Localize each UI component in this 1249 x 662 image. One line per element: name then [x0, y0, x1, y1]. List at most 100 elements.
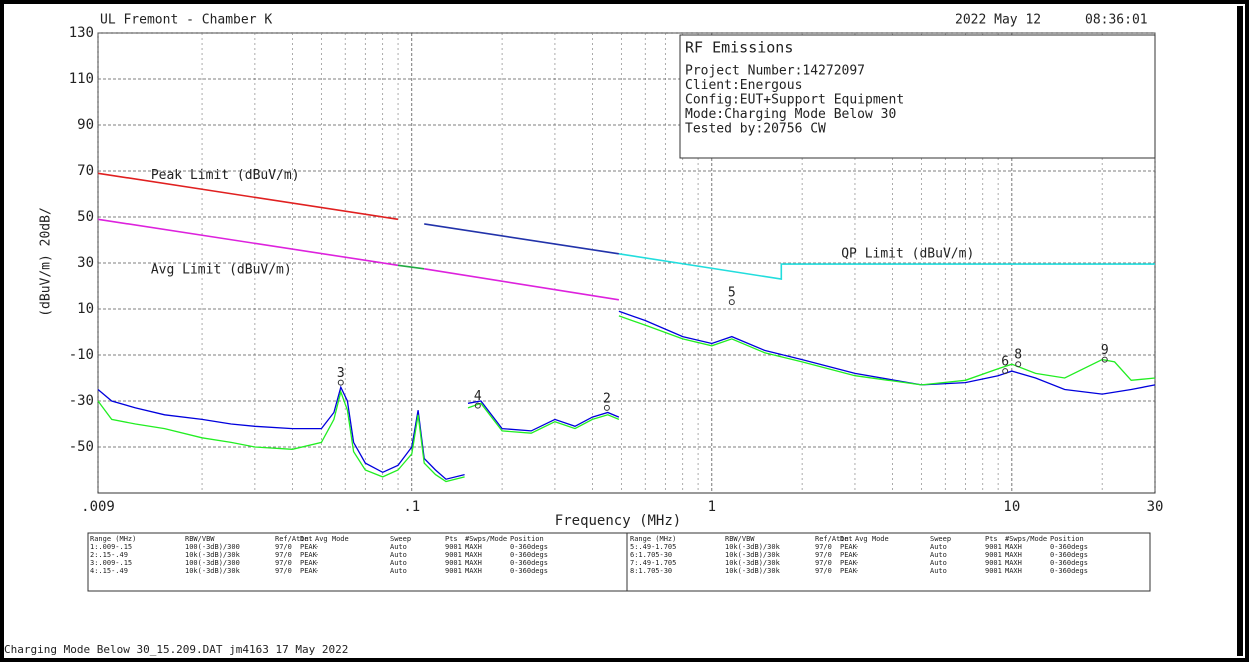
table-cell: Auto — [930, 567, 947, 575]
table-header: Sweep — [930, 535, 951, 543]
table-cell: - — [315, 543, 319, 551]
table-cell: 8:1.705-30 — [630, 567, 672, 575]
marker-label: 4 — [474, 389, 482, 404]
table-cell: Auto — [390, 543, 407, 551]
x-tick-label: 1 — [708, 499, 716, 515]
table-cell: 1:.009-.15 — [90, 543, 132, 551]
table-header: Ref/Attn — [815, 535, 849, 543]
table-header: Avg Mode — [315, 535, 349, 543]
table-cell: 9001 — [985, 567, 1002, 575]
info-line: Project Number:14272097 — [685, 64, 865, 79]
y-tick-label: 130 — [69, 25, 94, 41]
table-cell: Auto — [930, 559, 947, 567]
info-line: Mode:Charging Mode Below 30 — [685, 107, 896, 122]
table-cell: 9001 — [445, 543, 462, 551]
table-cell: 10k(-3dB)/30k — [725, 543, 781, 551]
marker-label: 2 — [603, 391, 611, 406]
table-cell: MAXH — [1005, 543, 1022, 551]
table-cell: PEAK — [840, 567, 858, 575]
table-cell: 10k(-3dB)/30k — [185, 551, 241, 559]
table-cell: 10k(-3dB)/30k — [725, 559, 781, 567]
table-cell: 97/0 — [815, 543, 832, 551]
info-title: RF Emissions — [685, 39, 793, 57]
table-header: Pts — [985, 535, 998, 543]
table-cell: 97/0 — [815, 567, 832, 575]
table-cell: 0-360degs — [510, 543, 548, 551]
table-cell: 97/0 — [275, 551, 292, 559]
table-cell: - — [315, 559, 319, 567]
table-cell: 10k(-3dB)/30k — [725, 567, 781, 575]
table-header: RBW/VBW — [725, 535, 755, 543]
table-header: Position — [510, 535, 544, 543]
table-cell: 5:.49-1.705 — [630, 543, 676, 551]
marker — [337, 379, 344, 386]
table-cell: - — [315, 551, 319, 559]
table-cell: - — [855, 559, 859, 567]
table-cell: PEAK — [300, 559, 318, 567]
table-cell: 10k(-3dB)/30k — [185, 567, 241, 575]
x-tick-label: .1 — [403, 499, 420, 515]
date: 2022 May 12 — [955, 13, 1041, 28]
table-header: RBW/VBW — [185, 535, 215, 543]
table-cell: MAXH — [1005, 551, 1022, 559]
table-header: Position — [1050, 535, 1084, 543]
table-cell: 10k(-3dB)/30k — [725, 551, 781, 559]
table-cell: Auto — [930, 551, 947, 559]
table-cell: 3:.009-.15 — [90, 559, 132, 567]
x-tick-label: 30 — [1147, 499, 1164, 515]
trace — [97, 172, 399, 221]
table-cell: 9001 — [445, 559, 462, 567]
table-cell: 0-360degs — [1050, 567, 1088, 575]
table-cell: 100(-3dB)/300 — [185, 559, 240, 567]
trace — [97, 315, 1156, 483]
time: 08:36:01 — [1085, 13, 1148, 28]
table-cell: Auto — [390, 567, 407, 575]
y-tick-label: -10 — [69, 347, 94, 363]
table-cell: - — [315, 567, 319, 575]
table-header: #Swps/Mode — [1005, 535, 1047, 543]
table-cell: MAXH — [1005, 567, 1022, 575]
trace — [397, 264, 425, 270]
table-cell: 0-360degs — [510, 567, 548, 575]
y-tick-label: 110 — [69, 71, 94, 87]
limit-label: Avg Limit (dBuV/m) — [151, 262, 292, 277]
marker — [1002, 368, 1009, 375]
table-cell: 9001 — [445, 567, 462, 575]
trace — [97, 218, 399, 267]
marker — [1015, 361, 1022, 368]
limit-label: QP Limit (dBuV/m) — [841, 246, 974, 261]
table-header: Range (MHz) — [90, 535, 136, 543]
marker-label: 8 — [1014, 348, 1022, 363]
table-cell: 2:.15-.49 — [90, 551, 128, 559]
table-cell: Auto — [930, 543, 947, 551]
trace — [618, 253, 1155, 281]
settings-table — [87, 532, 1151, 592]
table-cell: MAXH — [1005, 559, 1022, 567]
info-box — [679, 34, 1156, 159]
table-cell: MAXH — [465, 551, 482, 559]
info-line: Tested by:20756 CW — [685, 122, 826, 137]
table-header: Det — [300, 535, 313, 543]
y-label: (dBuV/m) 20dB/ — [39, 207, 54, 317]
trace — [424, 268, 620, 301]
table-cell: MAXH — [465, 567, 482, 575]
x-label: Frequency (MHz) — [555, 513, 681, 529]
table-header: Det — [840, 535, 853, 543]
table-cell: MAXH — [465, 543, 482, 551]
table-cell: Auto — [390, 551, 407, 559]
table-cell: 0-360degs — [510, 551, 548, 559]
y-tick-label: -30 — [69, 393, 94, 409]
table-cell: 97/0 — [815, 559, 832, 567]
table-header: Avg Mode — [855, 535, 889, 543]
x-tick-label: 10 — [1003, 499, 1020, 515]
marker-label: 3 — [337, 366, 345, 381]
table-cell: 9001 — [985, 543, 1002, 551]
x-tick-label: .009 — [81, 499, 115, 515]
y-tick-label: 90 — [77, 117, 94, 133]
footer: Charging Mode Below 30_15.209.DAT jm4163… — [4, 643, 348, 656]
y-tick-label: 10 — [77, 301, 94, 317]
marker-label: 6 — [1001, 355, 1009, 370]
table-cell: PEAK — [840, 559, 858, 567]
table-cell: 97/0 — [275, 543, 292, 551]
